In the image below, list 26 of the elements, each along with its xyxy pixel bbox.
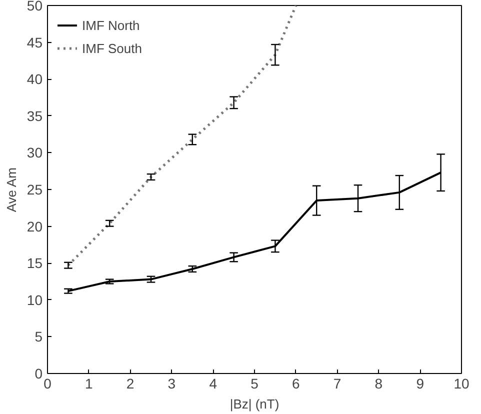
- x-axis-title: |Bz| (nT): [230, 396, 280, 412]
- x-tick-label: 3: [168, 376, 176, 392]
- legend-label: IMF South: [82, 40, 142, 56]
- line-series: [66, 6, 298, 267]
- y-tick-label: 40: [26, 71, 43, 88]
- y-tick-label: 45: [26, 34, 43, 50]
- y-tick-label: 15: [26, 255, 43, 272]
- x-tick-label: 8: [374, 376, 383, 392]
- x-tick-label: 10: [454, 376, 470, 392]
- y-tick-label: 20: [26, 218, 43, 234]
- x-tick-label: 2: [126, 376, 134, 392]
- x-tick-label: 5: [250, 376, 259, 392]
- x-tick-label: 9: [416, 376, 424, 392]
- y-tick-label: 50: [26, 0, 43, 14]
- y-tick-label: 25: [26, 182, 43, 198]
- y-tick-label: 10: [26, 292, 43, 308]
- y-tick-label: 5: [34, 328, 43, 345]
- y-tick-label: 35: [26, 108, 43, 124]
- x-tick-label: 4: [209, 376, 218, 392]
- x-tick-label: 6: [292, 376, 300, 392]
- x-tick-label: 1: [85, 376, 94, 392]
- y-tick-label: 0: [34, 366, 43, 382]
- x-tick-label: 7: [333, 376, 342, 392]
- legend-label: IMF North: [82, 18, 140, 32]
- y-axis-title: Ave Am: [4, 168, 19, 212]
- y-tick-label: 30: [26, 144, 43, 161]
